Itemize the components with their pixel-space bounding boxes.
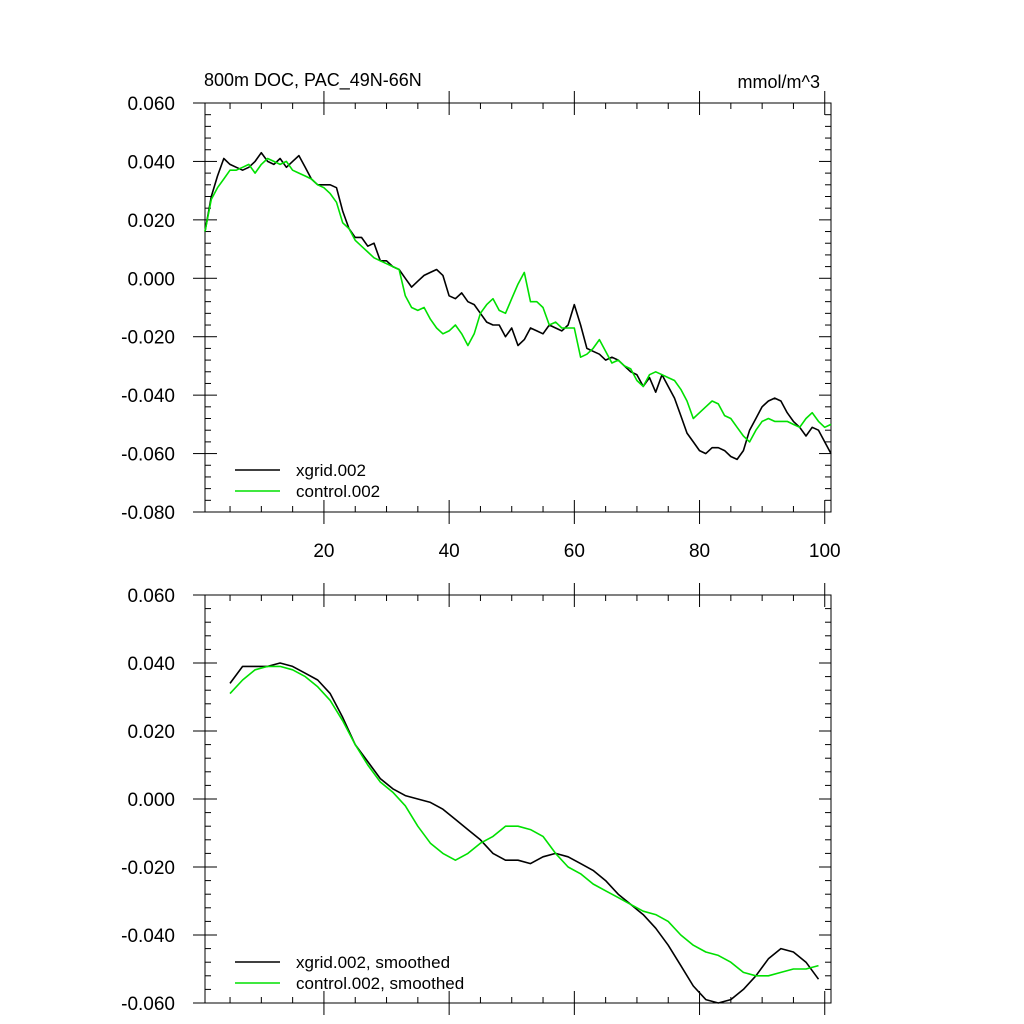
y-tick-label: -0.060 — [121, 994, 175, 1015]
top-panel: -0.080 -0.060 -0.040 -0.020 0.000 0.020 0.040 0… — [121, 91, 841, 562]
y-tick-label: 0.020 — [127, 211, 175, 232]
x-tick-label: 20 — [313, 541, 334, 562]
x-tick-label: 60 — [564, 541, 585, 562]
units-label: mmol/m^3 — [738, 72, 820, 92]
plot-frame — [204, 594, 832, 1004]
x-tick-label: 80 — [689, 541, 710, 562]
legend-label: control.002 — [296, 482, 380, 501]
y-tick-label: 0.020 — [127, 722, 175, 743]
y-tick-label: 0.000 — [127, 790, 175, 811]
bottom-panel: -0.060 -0.040 -0.020 0.000 0.020 0.040 0.060 xg… — [121, 583, 832, 1015]
y-tick-label: 0.060 — [127, 586, 175, 607]
x-tick-label: 40 — [439, 541, 460, 562]
x-tick-label: 100 — [809, 541, 841, 562]
y-tick-label: 0.040 — [127, 152, 175, 173]
series-line-xgrid-002 — [204, 151, 832, 461]
legend-label: control.002, smoothed — [296, 974, 464, 993]
series-line-xgrid-002 — [229, 662, 820, 1004]
y-tick-label: -0.060 — [121, 445, 175, 466]
y-tick-label: -0.080 — [121, 503, 175, 524]
y-tick-label: 0.040 — [127, 654, 175, 675]
series-line-control-002 — [204, 157, 832, 443]
plot-frame — [204, 102, 832, 513]
y-tick-label: 0.000 — [127, 269, 175, 290]
y-tick-label: 0.060 — [127, 94, 175, 115]
y-tick-label: -0.040 — [121, 926, 175, 947]
y-tick-label: -0.020 — [121, 858, 175, 879]
series-line-control-002 — [229, 665, 819, 977]
legend-label: xgrid.002, smoothed — [296, 953, 450, 972]
y-tick-label: -0.020 — [121, 328, 175, 349]
chart-title: 800m DOC, PAC_49N-66N — [204, 70, 422, 91]
y-tick-label: -0.040 — [121, 386, 175, 407]
legend-label: xgrid.002 — [296, 461, 366, 480]
